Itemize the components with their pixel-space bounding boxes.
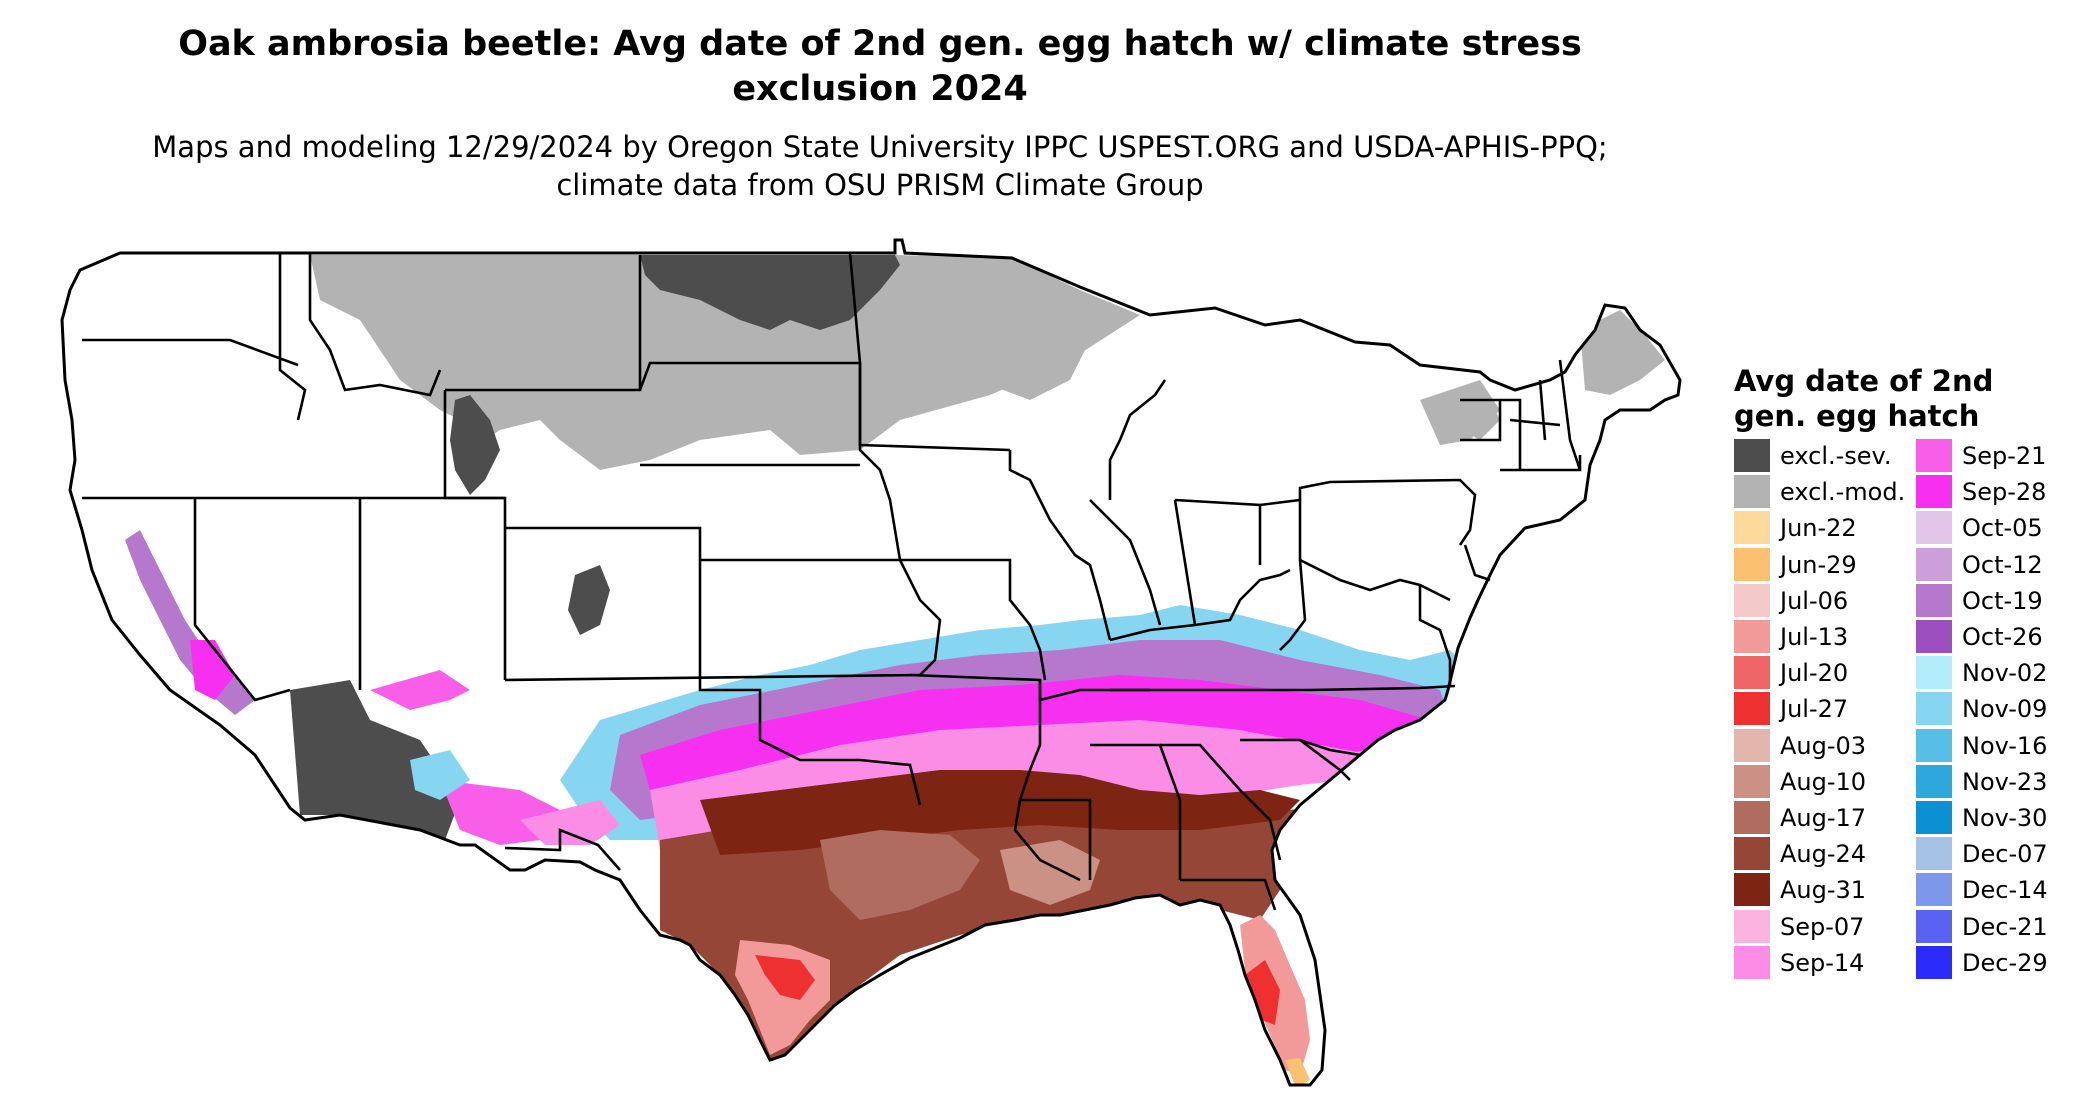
legend-swatch bbox=[1916, 547, 1952, 581]
legend-swatch bbox=[1916, 909, 1952, 943]
legend-label: Aug-24 bbox=[1780, 840, 1867, 869]
legend-swatch bbox=[1734, 656, 1770, 690]
map-title: Oak ambrosia beetle: Avg date of 2nd gen… bbox=[178, 24, 1582, 109]
legend-swatch bbox=[1916, 439, 1952, 472]
legend-swatch bbox=[1734, 620, 1770, 653]
legend-label: Jun-29 bbox=[1780, 550, 1857, 579]
legend-swatch bbox=[1916, 945, 1952, 979]
legend-swatch bbox=[1734, 764, 1770, 798]
legend-swatch bbox=[1916, 764, 1952, 798]
legend-swatch bbox=[1916, 656, 1952, 690]
legend-label: Jun-22 bbox=[1780, 514, 1857, 543]
legend-swatch bbox=[1734, 945, 1770, 979]
legend-swatch bbox=[1734, 583, 1770, 617]
state-boundaries bbox=[82, 252, 1582, 911]
legend-label: Nov-23 bbox=[1962, 767, 2048, 796]
legend-label: Jul-06 bbox=[1780, 586, 1849, 615]
legend-label: Dec-21 bbox=[1962, 912, 2048, 941]
legend-swatch bbox=[1916, 511, 1952, 545]
legend-label: Jul-20 bbox=[1780, 659, 1849, 688]
legend-title: Avg date of 2nd gen. egg hatch bbox=[1734, 364, 1994, 433]
legend-swatch bbox=[1734, 837, 1770, 871]
legend-swatch bbox=[1734, 873, 1770, 907]
legend-label: Sep-07 bbox=[1780, 912, 1865, 941]
legend-label: Aug-17 bbox=[1780, 804, 1867, 832]
legend-swatch bbox=[1734, 511, 1770, 545]
legend-swatch bbox=[1916, 692, 1952, 726]
legend-label: Nov-09 bbox=[1962, 695, 2048, 724]
legend-label: Dec-14 bbox=[1962, 876, 2048, 905]
legend-label: Sep-21 bbox=[1962, 442, 2047, 470]
legend-swatch bbox=[1916, 728, 1952, 762]
legend-swatch bbox=[1916, 801, 1952, 834]
legend-label: Oct-26 bbox=[1962, 623, 2043, 651]
legend-label: Sep-14 bbox=[1780, 948, 1865, 977]
legend-swatch bbox=[1916, 475, 1952, 509]
legend-swatch bbox=[1734, 692, 1770, 726]
legend-swatch bbox=[1916, 620, 1952, 653]
legend-label: Dec-07 bbox=[1962, 840, 2048, 869]
legend-label: Nov-16 bbox=[1962, 731, 2048, 760]
legend-label: Jul-27 bbox=[1780, 695, 1849, 724]
legend-swatch bbox=[1734, 909, 1770, 943]
legend-label: Dec-29 bbox=[1962, 948, 2048, 977]
legend-swatch bbox=[1734, 547, 1770, 581]
legend-label: Aug-10 bbox=[1780, 767, 1867, 796]
legend-label: Nov-30 bbox=[1962, 804, 2048, 832]
legend-label: Oct-05 bbox=[1962, 514, 2043, 543]
legend-swatch bbox=[1734, 439, 1770, 472]
legend-label: Oct-12 bbox=[1962, 550, 2043, 579]
legend-label: Aug-03 bbox=[1780, 731, 1867, 760]
legend-label: Sep-28 bbox=[1962, 478, 2047, 507]
hatch-date-fill bbox=[125, 255, 1665, 1085]
legend-swatch bbox=[1916, 873, 1952, 907]
legend-swatch bbox=[1916, 583, 1952, 617]
legend-label: Aug-31 bbox=[1780, 876, 1867, 905]
legend-swatch bbox=[1734, 475, 1770, 509]
legend-label: Jul-13 bbox=[1780, 623, 1849, 651]
legend-label: Nov-02 bbox=[1962, 659, 2048, 688]
legend-label: Oct-19 bbox=[1962, 586, 2043, 615]
legend-label: excl.-mod. bbox=[1780, 478, 1906, 507]
legend-swatch bbox=[1916, 837, 1952, 871]
map-subtitle: Maps and modeling 12/29/2024 by Oregon S… bbox=[152, 130, 1608, 202]
legend-swatch bbox=[1734, 728, 1770, 762]
legend-label: excl.-sev. bbox=[1780, 442, 1892, 470]
legend-swatch bbox=[1734, 801, 1770, 834]
